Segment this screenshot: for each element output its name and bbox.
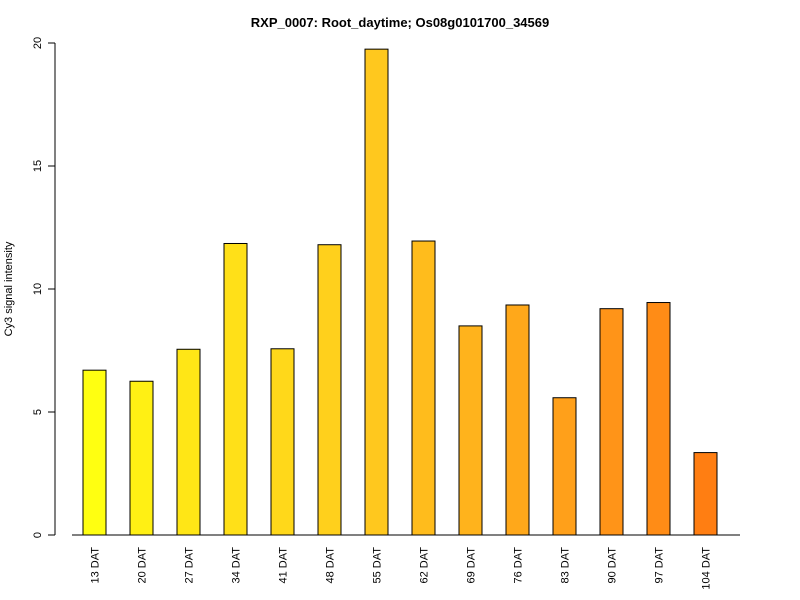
y-tick-label: 10	[32, 283, 44, 295]
bar-83-dat	[552, 397, 577, 536]
x-tick-label: 76 DAT	[513, 547, 525, 584]
x-tick-label: 83 DAT	[560, 547, 572, 584]
x-tick-label: 20 DAT	[137, 547, 149, 584]
bar-20-dat	[129, 380, 154, 536]
x-tick-label: 41 DAT	[278, 547, 290, 584]
bar-48-dat	[317, 244, 342, 536]
bar-97-dat	[646, 302, 671, 536]
y-axis-ticks: 0 5 10 15 20	[32, 37, 55, 538]
x-tick-label: 104 DAT	[701, 547, 713, 590]
y-tick-label: 20	[32, 37, 44, 49]
x-tick-label: 97 DAT	[654, 547, 666, 584]
y-tick-label: 5	[32, 409, 44, 415]
bar-69-dat	[458, 325, 483, 536]
bar-27-dat	[176, 348, 201, 536]
x-tick-label: 34 DAT	[231, 547, 243, 584]
bar-104-dat	[693, 452, 718, 536]
x-tick-label: 27 DAT	[184, 547, 196, 584]
bar-62-dat	[411, 240, 436, 536]
bar-13-dat	[82, 369, 107, 536]
x-axis-tick-labels: 13 DAT 20 DAT 27 DAT 34 DAT 41 DAT 48 DAT 55 D…	[90, 547, 713, 590]
chart-title: RXP_0007: Root_daytime; Os08g0101700_345…	[251, 15, 549, 30]
y-tick-label: 15	[32, 160, 44, 172]
x-tick-label: 90 DAT	[607, 547, 619, 584]
y-axis-label: Cy3 signal intensity	[3, 241, 15, 336]
bar-41-dat	[270, 348, 295, 536]
bar-76-dat	[505, 304, 530, 536]
bar-34-dat	[223, 242, 248, 536]
x-tick-label: 62 DAT	[419, 547, 431, 584]
x-tick-label: 69 DAT	[466, 547, 478, 584]
bar-55-dat	[364, 48, 389, 536]
bars-group	[82, 48, 718, 536]
x-tick-label: 13 DAT	[90, 547, 102, 584]
bar-90-dat	[599, 308, 624, 536]
y-tick-label: 0	[32, 532, 44, 538]
x-tick-label: 55 DAT	[372, 547, 384, 584]
x-tick-label: 48 DAT	[325, 547, 337, 584]
